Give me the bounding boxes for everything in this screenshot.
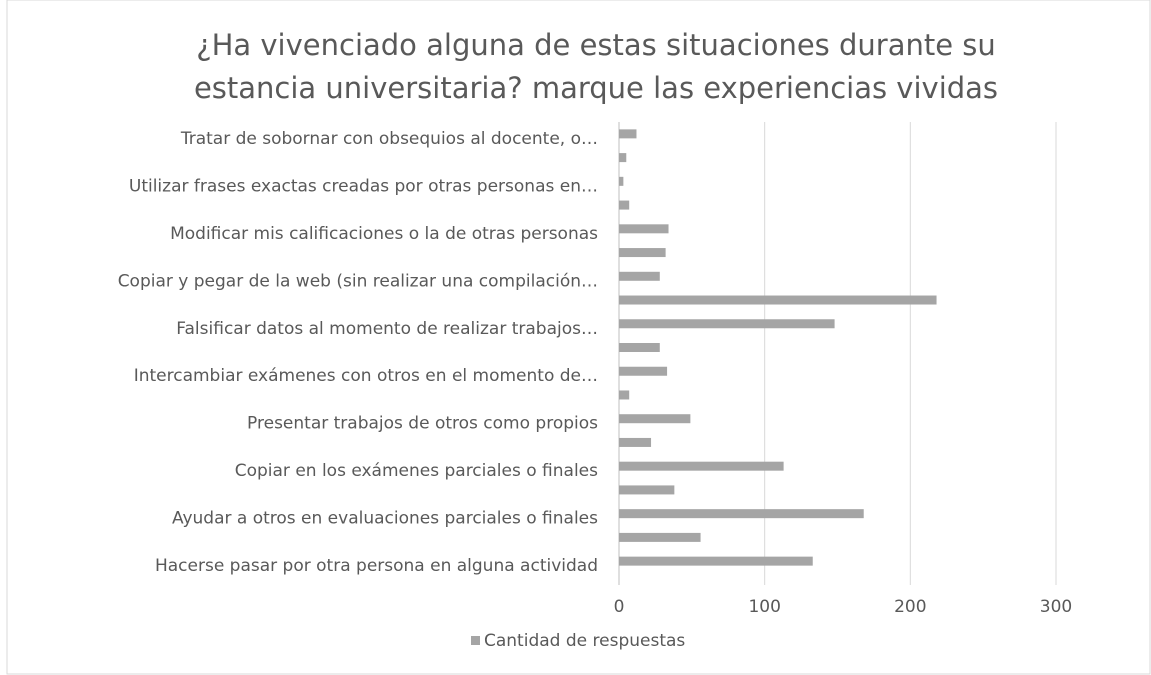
- bar: [619, 437, 652, 447]
- chart-title: ¿Ha vivenciado alguna de estas situacion…: [196, 28, 996, 62]
- y-tick-label: Ayudar a otros en evaluaciones parciales…: [172, 509, 598, 529]
- y-tick-label: Hacerse pasar por otra persona en alguna…: [155, 556, 598, 576]
- bar: [619, 200, 630, 210]
- bar: [619, 461, 784, 471]
- bar: [619, 295, 937, 305]
- bar: [619, 343, 660, 352]
- x-tick-label: 300: [1040, 597, 1072, 617]
- bar: [619, 532, 701, 542]
- bar: [619, 414, 691, 424]
- bar: [619, 248, 666, 258]
- x-tick-label: 200: [894, 597, 926, 617]
- x-tick-label: 100: [748, 597, 780, 617]
- bar: [619, 224, 669, 234]
- y-tick-label: Copiar en los exámenes parciales o final…: [235, 461, 598, 481]
- bar: [619, 366, 668, 376]
- y-tick-label: Tratar de sobornar con obsequios al doce…: [180, 129, 598, 149]
- bar: [619, 153, 627, 163]
- bar: [619, 390, 630, 400]
- chart-border: [6, 0, 1151, 675]
- y-tick-label: Modificar mis calificaciones o la de otr…: [170, 224, 598, 244]
- y-tick-label: Intercambiar exámenes con otros en el mo…: [134, 366, 598, 386]
- chart-title: estancia universitaria? marque las exper…: [194, 71, 998, 105]
- bar: [619, 556, 813, 566]
- y-tick-label: Utilizar frases exactas creadas por otra…: [129, 176, 598, 196]
- bar: [619, 129, 637, 139]
- x-tick-label: 0: [614, 597, 625, 617]
- bar: [619, 271, 660, 281]
- bar: [619, 485, 675, 495]
- legend-swatch: [471, 636, 480, 645]
- bar: [619, 176, 624, 186]
- legend-label: Cantidad de respuestas: [484, 631, 685, 651]
- y-tick-label: Copiar y pegar de la web (sin realizar u…: [118, 271, 598, 291]
- y-tick-label: Falsificar datos al momento de realizar …: [176, 319, 598, 339]
- bar: [619, 509, 864, 519]
- y-tick-label: Presentar trabajos de otros como propios: [247, 414, 598, 434]
- bar: [619, 319, 835, 329]
